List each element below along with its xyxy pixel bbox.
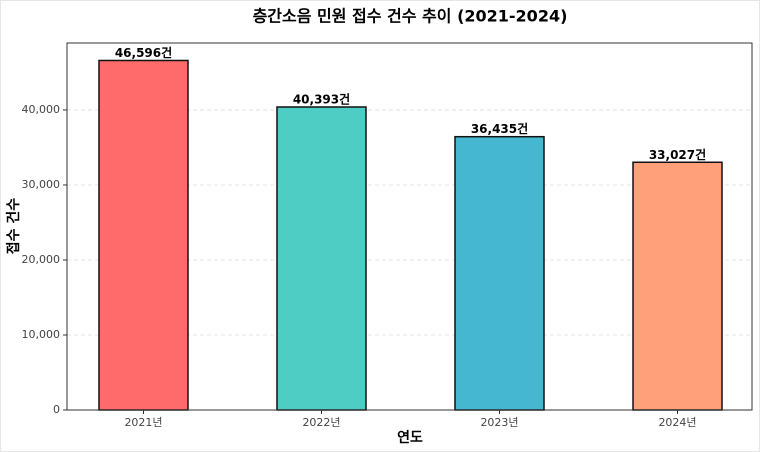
bar <box>454 135 545 411</box>
y-tick-label: 30,000 <box>22 178 61 191</box>
x-tick-label: 2024년 <box>658 416 696 429</box>
x-axis-label: 연도 <box>397 430 423 446</box>
value-label: 36,435건 <box>471 121 528 136</box>
y-axis-label: 접수 건수 <box>5 198 22 255</box>
bar <box>632 161 723 411</box>
value-label: 33,027건 <box>649 147 706 162</box>
value-label: 46,596건 <box>115 45 172 60</box>
value-label: 40,393건 <box>293 92 350 107</box>
bar <box>98 59 189 411</box>
chart-title: 층간소음 민원 접수 건수 추이 (2021-2024) <box>253 7 568 26</box>
x-tick-label: 2023년 <box>480 416 518 429</box>
plot-frame <box>66 42 753 411</box>
y-tick-label: 20,000 <box>22 253 61 266</box>
bar <box>276 106 367 411</box>
y-tick-label: 10,000 <box>22 328 61 341</box>
y-tick-label: 0 <box>53 403 60 416</box>
x-tick-label: 2022년 <box>302 416 340 429</box>
y-tick-label: 40,000 <box>22 103 61 116</box>
x-tick-label: 2021년 <box>124 416 162 429</box>
